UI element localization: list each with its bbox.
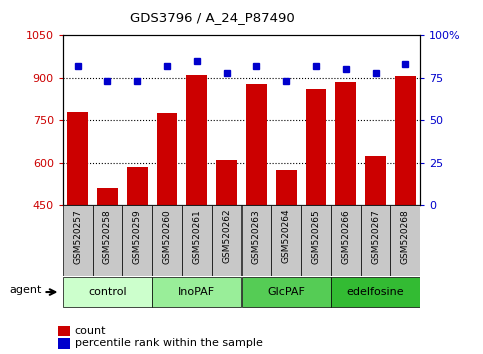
Bar	[63, 205, 93, 276]
Bar	[152, 205, 182, 276]
Text: GlcPAF: GlcPAF	[267, 287, 305, 297]
Text: GSM520266: GSM520266	[341, 209, 350, 264]
Bar	[122, 205, 152, 276]
Bar	[365, 156, 386, 333]
Text: count: count	[75, 326, 106, 336]
Bar	[93, 205, 122, 276]
Text: GSM520258: GSM520258	[103, 209, 112, 264]
Text: InoPAF: InoPAF	[178, 287, 215, 297]
Text: GSM520264: GSM520264	[282, 209, 291, 263]
Text: GSM520267: GSM520267	[371, 209, 380, 264]
Text: control: control	[88, 287, 127, 297]
Bar	[63, 277, 152, 307]
Text: GSM520260: GSM520260	[163, 209, 171, 264]
Bar	[395, 76, 416, 333]
Text: GSM520268: GSM520268	[401, 209, 410, 264]
Bar	[306, 88, 327, 333]
Bar	[242, 277, 331, 307]
Bar	[67, 112, 88, 333]
Bar	[390, 205, 420, 276]
Bar	[152, 277, 242, 307]
Text: percentile rank within the sample: percentile rank within the sample	[75, 338, 263, 348]
Text: GSM520259: GSM520259	[133, 209, 142, 264]
Bar	[186, 75, 207, 333]
Bar	[242, 205, 271, 276]
Text: GSM520262: GSM520262	[222, 209, 231, 263]
Text: GSM520265: GSM520265	[312, 209, 320, 264]
Text: edelfosine: edelfosine	[347, 287, 404, 297]
Bar	[331, 205, 361, 276]
Text: GDS3796 / A_24_P87490: GDS3796 / A_24_P87490	[130, 11, 295, 24]
Bar	[335, 82, 356, 333]
Bar	[361, 205, 390, 276]
Bar	[331, 277, 420, 307]
Bar	[212, 205, 242, 276]
Bar	[156, 113, 177, 333]
Text: GSM520263: GSM520263	[252, 209, 261, 264]
Bar	[276, 170, 297, 333]
Bar	[246, 84, 267, 333]
Bar	[216, 160, 237, 333]
Bar	[127, 167, 148, 333]
Bar	[301, 205, 331, 276]
Bar	[271, 205, 301, 276]
Text: GSM520261: GSM520261	[192, 209, 201, 264]
Text: GSM520257: GSM520257	[73, 209, 82, 264]
Bar	[182, 205, 212, 276]
Bar	[97, 188, 118, 333]
Text: agent: agent	[10, 285, 42, 295]
